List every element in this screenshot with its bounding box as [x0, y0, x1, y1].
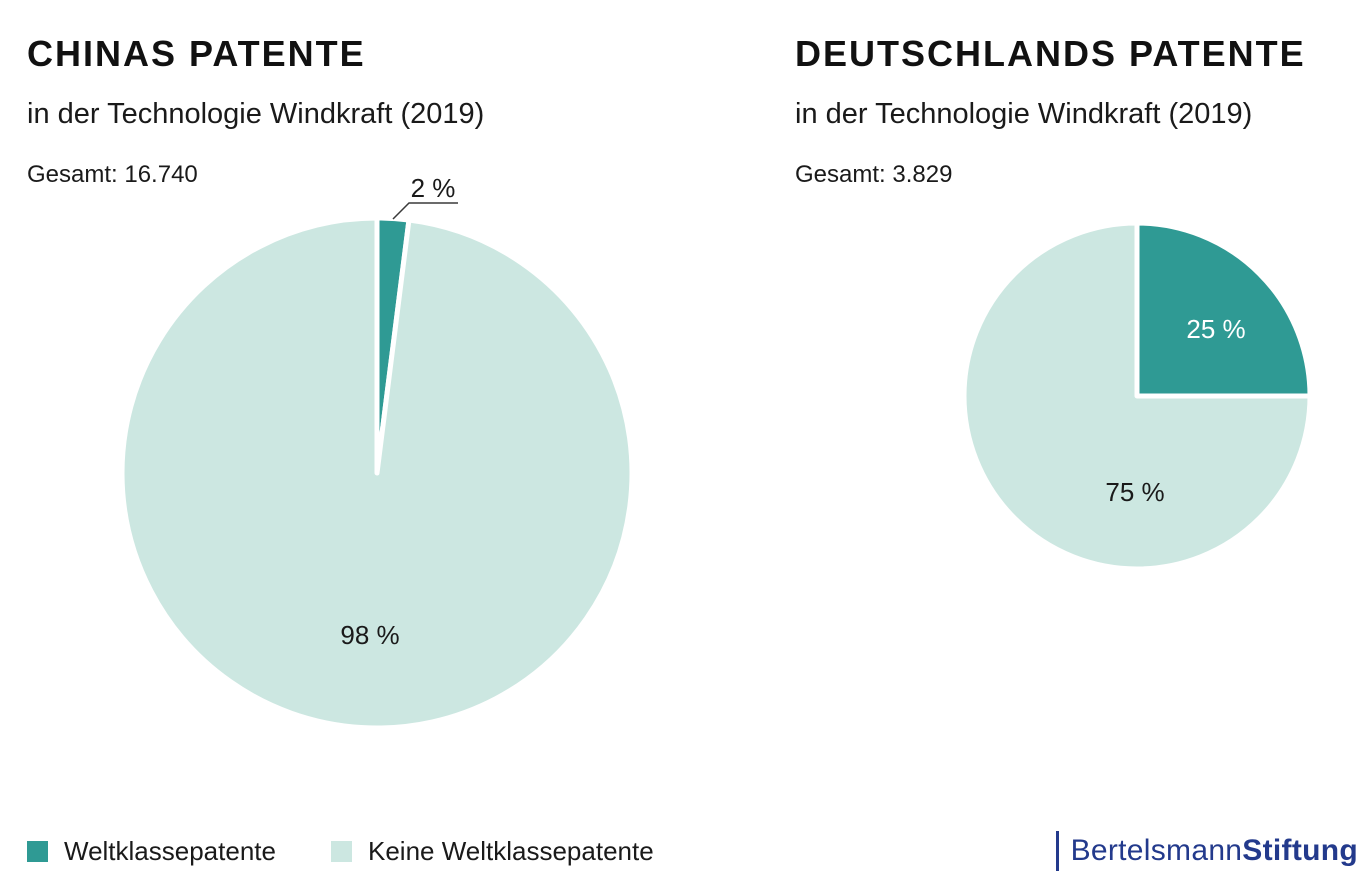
germany-chart-header: DEUTSCHLANDS PATENTE in der Technologie …: [795, 0, 1370, 200]
logo-text-regular: Bertelsmann: [1070, 834, 1243, 867]
china-chart-header: CHINAS PATENTE in der Technologie Windkr…: [27, 0, 602, 200]
pie-china: 2 % 98 %: [119, 173, 635, 731]
germany-total-label: Gesamt: 3.829: [795, 161, 953, 188]
pie-slice-deutschland-weltklassepatente: [1134, 220, 1313, 399]
pie-slice-china-keine-weltklassepatente: [119, 215, 635, 731]
logo-text: BertelsmannStiftung: [1071, 834, 1358, 868]
china-chart-subtitle: in der Technologie Windkraft (2019): [27, 98, 485, 130]
bertelsmann-stiftung-logo: BertelsmannStiftung: [1055, 830, 1358, 872]
logo-text-bold: Stiftung: [1242, 834, 1358, 867]
china-total-label: Gesamt: 16.740: [27, 161, 198, 188]
legend: Weltklassepatente Keine Weltklassepatent…: [27, 836, 654, 867]
germany-chart-subtitle: in der Technologie Windkraft (2019): [795, 98, 1253, 130]
slice-label-deutschland-25pct: 25 %: [1186, 314, 1245, 344]
callout-line-china: [392, 202, 458, 220]
legend-label-keine-weltklassepatente: Keine Weltklassepatente: [367, 836, 654, 866]
pie-deutschland: 25 % 75 %: [961, 220, 1313, 572]
slice-label-deutschland-75pct: 75 %: [1105, 477, 1164, 507]
slice-label-china-2pct: 2 %: [411, 173, 456, 203]
pie-slice-deutschland-keine-weltklassepatente: [961, 220, 1313, 572]
logo-vertical-bar-icon: [1055, 831, 1059, 871]
legend-item-weltklassepatente: Weltklassepatente: [27, 836, 276, 867]
germany-chart-title: DEUTSCHLANDS PATENTE: [795, 33, 1306, 74]
legend-swatch-keine-weltklassepatente: [330, 841, 352, 862]
legend-label-weltklassepatente: Weltklassepatente: [64, 836, 276, 866]
china-chart-title: CHINAS PATENTE: [27, 33, 366, 74]
legend-swatch-weltklassepatente: [27, 841, 48, 862]
legend-item-keine-weltklassepatente: Keine Weltklassepatente: [330, 836, 654, 867]
slice-label-china-98pct: 98 %: [340, 620, 399, 650]
